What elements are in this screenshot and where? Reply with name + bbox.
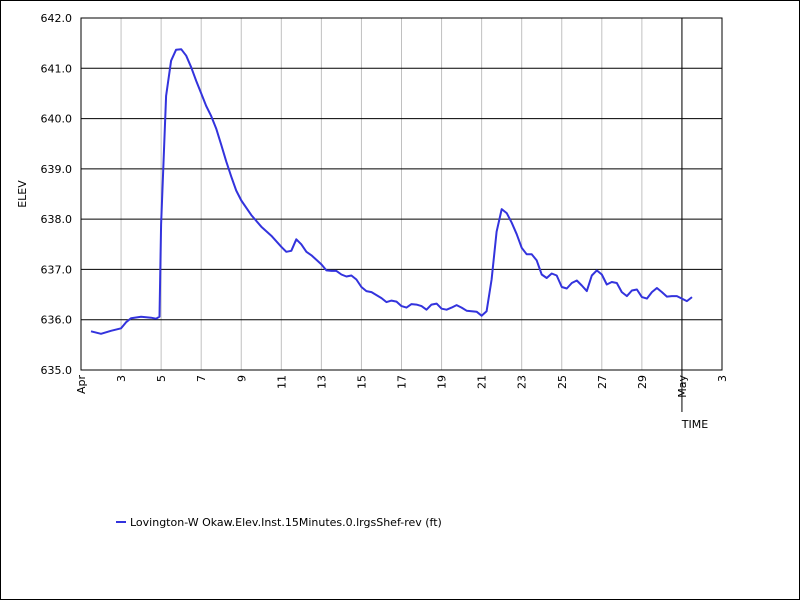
y-axis-label: ELEV: [16, 180, 29, 208]
x-tick-label: 3: [115, 375, 128, 382]
y-tick-label: 639.0: [41, 163, 73, 176]
y-tick-label: 637.0: [41, 263, 73, 276]
y-tick-label: 641.0: [41, 62, 73, 75]
x-tick-label: May: [676, 375, 689, 398]
x-tick-label: 7: [195, 375, 208, 382]
y-tick-label: 642.0: [41, 12, 73, 25]
x-tick-label: 11: [275, 375, 288, 389]
x-tick-label: 13: [315, 375, 328, 389]
y-tick-label: 635.0: [41, 364, 73, 377]
x-tick-label: 23: [516, 375, 529, 389]
legend-swatch: [116, 521, 126, 523]
y-tick-label: 640.0: [41, 113, 73, 126]
x-axis-tick-labels: Apr 3 5 7 9 11 13 15 17 19 21 23 25 27 29 May 3: [75, 375, 729, 398]
legend: Lovington-W Okaw.Elev.Inst.15Minutes.0.l…: [116, 514, 442, 530]
legend-label: Lovington-W Okaw.Elev.Inst.15Minutes.0.l…: [130, 515, 442, 529]
vertical-gridlines: [80, 18, 723, 370]
x-tick-label: 17: [396, 375, 409, 389]
x-tick-label: 15: [355, 375, 368, 389]
x-tick-label: Apr: [75, 375, 88, 395]
x-tick-label: 9: [235, 375, 248, 382]
y-axis-tick-labels: 635.0 636.0 637.0 638.0 639.0 640.0 641.0 642.0: [41, 12, 73, 377]
x-tick-label: 25: [556, 375, 569, 389]
y-tick-label: 638.0: [41, 213, 73, 226]
x-tick-label: 3: [716, 375, 729, 382]
y-tick-label: 636.0: [41, 314, 73, 327]
x-tick-label: 29: [636, 375, 649, 389]
plot-area-border: [80, 17, 723, 371]
x-tick-label: 21: [476, 375, 489, 389]
series-line: [90, 48, 693, 335]
x-tick-label: 19: [436, 375, 449, 389]
x-tick-label: 5: [155, 375, 168, 382]
x-axis-label: TIME: [681, 418, 708, 431]
x-tick-label: 27: [596, 375, 609, 389]
